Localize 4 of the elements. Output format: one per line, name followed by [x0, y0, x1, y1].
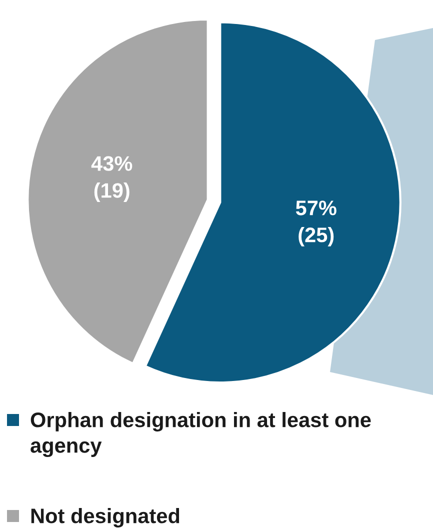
data-label: 57% (25)	[296, 200, 336, 246]
legend-label: Orphan designation in at least one agency	[30, 412, 371, 458]
data-label: 43% (19)	[91, 156, 132, 202]
legend-label: Not designated	[31, 508, 180, 528]
